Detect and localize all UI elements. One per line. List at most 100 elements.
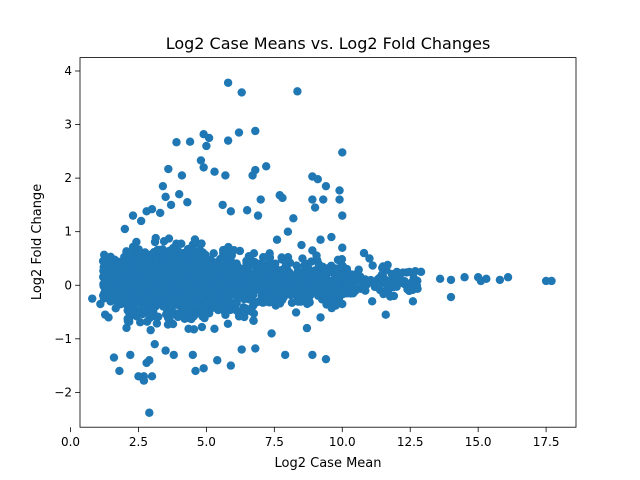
data-point [335, 195, 344, 204]
data-point [185, 286, 194, 296]
data-point [161, 346, 170, 355]
data-point [169, 350, 178, 360]
data-point [144, 292, 154, 302]
data-point [148, 274, 157, 284]
data-point [297, 282, 306, 291]
data-point [280, 350, 290, 360]
plot-frame [79, 57, 577, 428]
data-point [293, 266, 303, 276]
chart-title: Log2 Case Means vs. Log2 Fold Changes [166, 34, 491, 53]
data-point [233, 293, 242, 302]
data-point [190, 311, 199, 320]
data-point [122, 297, 132, 307]
data-point [249, 309, 259, 318]
data-point [233, 262, 242, 272]
data-point [261, 162, 271, 171]
data-point [278, 193, 287, 203]
data-point [308, 246, 317, 255]
data-point [209, 303, 218, 312]
data-point [300, 297, 309, 306]
data-point [460, 273, 469, 282]
data-point [242, 206, 252, 215]
data-point [221, 171, 230, 180]
data-point [136, 216, 146, 226]
data-point [395, 273, 404, 282]
data-point [313, 291, 323, 300]
data-point [98, 256, 108, 266]
data-point [338, 243, 347, 252]
data-point [256, 195, 265, 204]
data-point [164, 234, 174, 243]
data-point [190, 235, 200, 244]
data-point [209, 249, 218, 258]
data-point [161, 310, 171, 319]
data-point [482, 274, 491, 284]
data-point [99, 250, 109, 260]
data-point [196, 156, 206, 165]
x-tick-label: 5.0 [197, 435, 216, 449]
data-point [333, 255, 343, 265]
data-point [147, 204, 157, 214]
data-point [383, 282, 393, 291]
data-point [99, 291, 108, 300]
data-point [159, 302, 168, 311]
data-point [272, 235, 282, 244]
data-point [251, 126, 260, 136]
data-point [174, 264, 183, 273]
data-point [495, 275, 505, 285]
data-point [231, 300, 240, 309]
data-point [403, 285, 412, 294]
data-point [319, 195, 328, 204]
data-point [267, 329, 276, 338]
data-point [106, 289, 115, 299]
data-point [157, 290, 167, 300]
data-point [204, 133, 214, 143]
x-axis-label: Log2 Case Mean [275, 456, 382, 471]
y-tick-label: 4 [64, 64, 72, 78]
points-layer [88, 78, 556, 417]
y-tick-label: −1 [54, 332, 72, 346]
data-point [300, 270, 310, 279]
data-point [368, 261, 377, 270]
data-point [113, 285, 122, 294]
data-point [154, 312, 163, 321]
data-point [117, 258, 126, 268]
data-point [278, 290, 287, 299]
data-point [327, 232, 336, 242]
y-axis-label: Log2 Fold Change [30, 184, 45, 300]
data-point [365, 254, 374, 263]
data-point [338, 211, 347, 220]
data-point [224, 277, 234, 287]
data-point [199, 364, 208, 373]
data-point [150, 339, 159, 349]
x-tick-label: 15.0 [465, 435, 492, 449]
data-point [251, 298, 260, 307]
data-point [163, 266, 173, 275]
data-point [115, 366, 124, 376]
data-point [389, 291, 399, 301]
y-axis: −2 −1 0 1 2 3 4 [54, 64, 80, 399]
data-point [183, 198, 192, 207]
data-point [446, 275, 456, 285]
data-point [163, 320, 173, 329]
data-point [201, 270, 210, 279]
data-point [191, 366, 200, 376]
data-point [262, 252, 272, 262]
data-point [174, 310, 184, 320]
data-point [308, 350, 317, 360]
y-tick-label: 1 [64, 225, 72, 239]
data-point [221, 310, 230, 320]
data-point [405, 267, 414, 277]
data-point [321, 181, 331, 191]
data-point [237, 88, 246, 97]
data-point [310, 203, 320, 212]
data-point [244, 257, 254, 266]
data-point [446, 292, 456, 302]
data-point [153, 245, 162, 255]
data-point [188, 350, 197, 360]
data-point [339, 272, 348, 281]
data-point [547, 276, 556, 286]
data-point [296, 290, 306, 300]
data-point [283, 227, 293, 236]
